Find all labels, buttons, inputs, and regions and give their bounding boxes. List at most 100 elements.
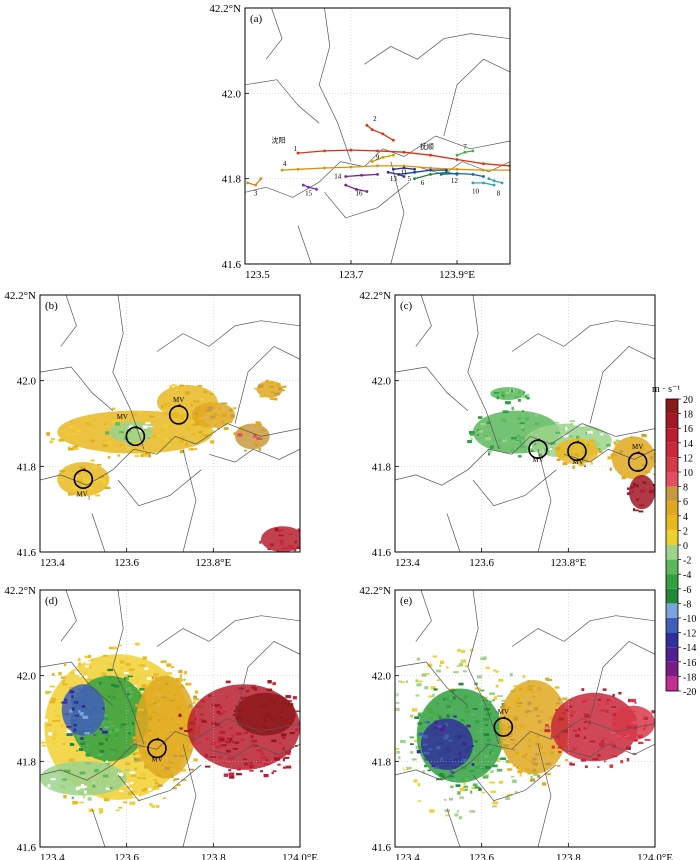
echo-pixel — [189, 761, 195, 763]
echo-pixel — [179, 436, 184, 440]
track-point — [381, 155, 385, 159]
echo-pixel — [559, 736, 565, 740]
echo-pixel — [93, 770, 99, 773]
echo-pixel — [217, 705, 223, 710]
echo-pixel — [68, 758, 75, 762]
echo-pixel — [435, 720, 438, 724]
echo-pixel — [563, 434, 569, 438]
echo-pixel — [250, 735, 254, 739]
echo-pixel — [589, 740, 596, 743]
track-2 — [366, 124, 394, 141]
x-tick-label: 123.4 — [40, 852, 65, 860]
echo-pixel — [397, 680, 402, 683]
echo-pixel — [555, 447, 561, 451]
echo-pixel — [555, 709, 559, 711]
echo-pixel — [150, 686, 154, 690]
echo-pixel — [263, 773, 269, 778]
echo-pixel — [97, 753, 103, 757]
echo-pixel — [484, 724, 489, 727]
echo-pixel — [496, 396, 499, 400]
echo-pixel — [261, 752, 265, 755]
echo-pixel — [476, 434, 480, 436]
echo-pixel — [269, 397, 276, 400]
echo-pixel — [294, 540, 297, 544]
echo-pixel — [615, 439, 621, 443]
echo-core — [499, 679, 569, 775]
colorbar-label: -2 — [683, 556, 691, 567]
echo-pixel — [173, 661, 179, 663]
echo-pixel — [617, 737, 621, 741]
echo-pixel — [458, 816, 463, 820]
echo-pixel — [99, 763, 103, 767]
echo-pixel — [527, 709, 531, 713]
echo-pixel — [145, 422, 151, 425]
echo-pixel — [296, 546, 300, 550]
colorbar-title: m · s⁻¹ — [652, 384, 680, 395]
admin-boundary — [208, 448, 300, 463]
echo-pixel — [287, 750, 292, 753]
echo-pixel — [578, 727, 581, 731]
echo-pixel — [238, 687, 245, 690]
admin-boundary — [324, 181, 410, 219]
echo-pixel — [222, 412, 226, 415]
echo-pixel — [87, 725, 91, 729]
echo-pixel — [249, 765, 254, 768]
echo-pixel — [581, 700, 587, 703]
admin-boundary — [40, 661, 114, 706]
echo-pixel — [581, 688, 585, 692]
echo-pixel — [311, 723, 314, 726]
echo-pixel — [490, 790, 497, 793]
echo-pixel — [533, 772, 539, 777]
echo-pixel — [609, 467, 612, 471]
echo-pixel — [604, 701, 609, 706]
echo-pixel — [240, 426, 246, 428]
echo-pixel — [545, 724, 549, 727]
echo-pixel — [483, 809, 489, 813]
echo-pixel — [107, 455, 111, 459]
echo-pixel — [101, 730, 108, 734]
y-tick-label: 42.0 — [17, 671, 37, 683]
track-point — [323, 166, 326, 170]
track-point — [482, 168, 485, 172]
echo-pixel — [220, 744, 227, 747]
echo-pixel — [283, 718, 287, 723]
echo-pixel — [78, 801, 84, 804]
echo-pixel — [89, 486, 93, 489]
echo-pixel — [443, 724, 447, 727]
echo-pixel — [521, 426, 524, 430]
echo-pixel — [439, 664, 442, 668]
colorbar-swatch — [666, 661, 678, 677]
echo-pixel — [266, 714, 271, 718]
echo-region — [610, 705, 655, 741]
echo-pixel — [518, 390, 521, 395]
echo-pixel — [235, 773, 242, 776]
echo-pixel — [550, 734, 554, 738]
echo-pixel — [580, 758, 587, 762]
echo-pixel — [510, 690, 514, 693]
track-label-4: 4 — [283, 160, 287, 168]
echo-pixel — [225, 680, 231, 684]
echo-pixel — [404, 676, 407, 680]
echo-pixel — [256, 714, 262, 716]
echo-pixel — [95, 765, 100, 769]
echo-pixel — [232, 747, 238, 750]
echo-pixel — [562, 729, 568, 733]
echo-pixel — [285, 703, 290, 708]
echo-pixel — [190, 420, 194, 423]
echo-pixel — [184, 729, 190, 733]
echo-pixel — [609, 741, 614, 745]
echo-pixel — [179, 674, 183, 678]
echo-pixel — [436, 669, 441, 673]
echo-pixel — [558, 717, 564, 721]
echo-pixel — [280, 389, 285, 392]
echo-pixel — [432, 693, 435, 698]
echo-pixel — [565, 709, 570, 712]
echo-pixel — [453, 715, 457, 718]
echo-pixel — [156, 773, 162, 777]
panel-b: MV1 MV MV 123.4 123.6 123.8°E 41.6 41.8 42.0 42.2… — [4, 290, 301, 569]
echo-pixel — [518, 687, 524, 691]
echo-pixel — [597, 766, 600, 768]
echo-pixel — [533, 734, 540, 739]
echo-pixel — [46, 432, 51, 436]
echo-pixel — [205, 409, 209, 414]
